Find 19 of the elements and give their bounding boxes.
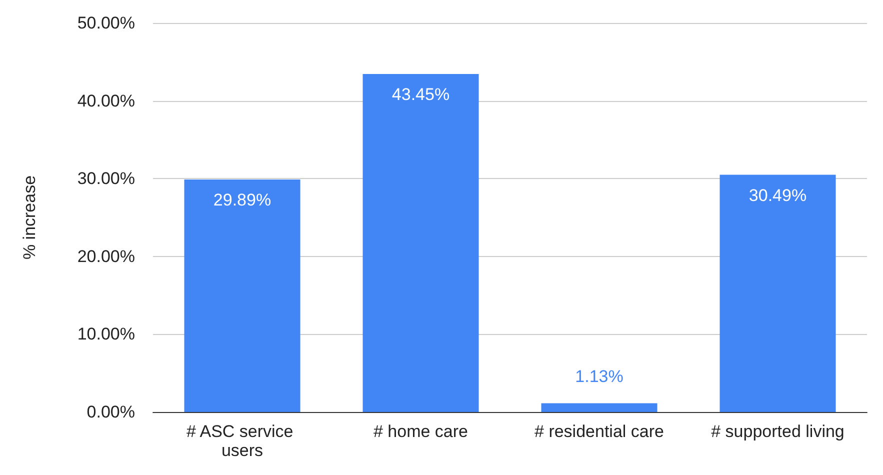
- x-tick-label: # home care: [374, 422, 468, 441]
- bar: [720, 174, 836, 412]
- x-tick-label: # supported living: [711, 422, 844, 441]
- y-tick-label: 0.00%: [86, 402, 135, 422]
- x-tick-label: # ASC service users: [186, 422, 298, 460]
- data-label: 1.13%: [575, 367, 624, 386]
- bar: [184, 179, 300, 412]
- y-tick-label: 40.00%: [77, 91, 135, 110]
- data-label: 29.89%: [213, 190, 272, 210]
- y-axis-title: % increase: [20, 175, 39, 260]
- y-tick-label: 50.00%: [77, 14, 135, 32]
- y-tick-label: 30.00%: [77, 169, 135, 188]
- x-tick-label: # residential care: [534, 422, 664, 441]
- y-tick-label: 10.00%: [77, 324, 135, 344]
- bar: [362, 74, 479, 412]
- data-label: 30.49%: [748, 186, 807, 205]
- data-label: 43.45%: [392, 84, 450, 104]
- y-tick-label: 20.00%: [77, 246, 135, 266]
- bar: [541, 403, 658, 412]
